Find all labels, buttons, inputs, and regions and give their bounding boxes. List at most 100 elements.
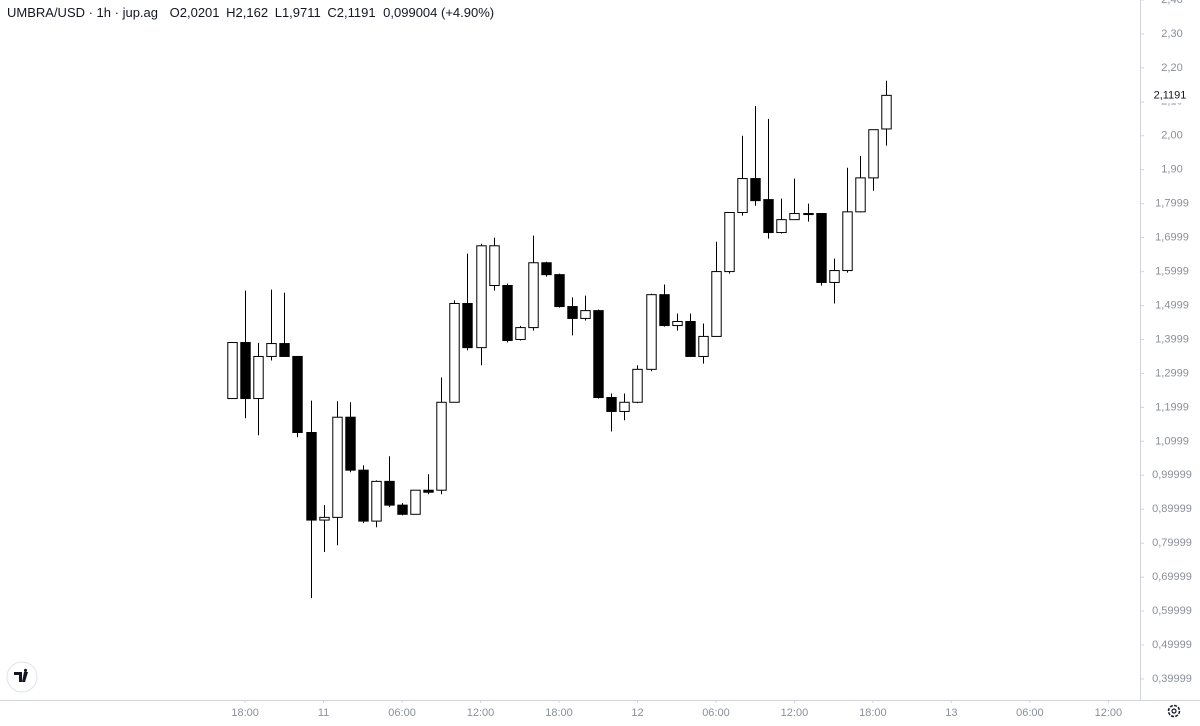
candle-body bbox=[855, 177, 866, 213]
close-key: C bbox=[327, 5, 336, 20]
candle-body bbox=[829, 270, 840, 283]
candle-body bbox=[632, 368, 643, 403]
candle-body bbox=[789, 213, 800, 221]
candle-body bbox=[384, 480, 395, 506]
x-tick-label: 06:00 bbox=[388, 707, 416, 719]
candle-body bbox=[476, 245, 487, 349]
candle-body bbox=[253, 355, 264, 400]
candle-body bbox=[306, 431, 317, 521]
candle-body bbox=[332, 416, 343, 518]
settings-hub[interactable] bbox=[1171, 708, 1177, 714]
candle-body bbox=[646, 294, 657, 370]
x-tick-label: 12 bbox=[631, 707, 643, 719]
candle-body bbox=[240, 342, 251, 400]
candle-body bbox=[816, 213, 827, 283]
y-tick-label: 2,20 bbox=[1161, 62, 1182, 74]
candle-body bbox=[711, 271, 722, 337]
y-tick-label: 0,79999 bbox=[1152, 537, 1192, 549]
candle-body bbox=[659, 294, 670, 327]
y-tick-label: 1,7999 bbox=[1155, 198, 1189, 210]
candle-body bbox=[698, 335, 709, 357]
y-tick-label: 0,39999 bbox=[1152, 673, 1192, 685]
candle-body bbox=[541, 262, 552, 276]
x-tick-label: 13 bbox=[945, 707, 957, 719]
y-tick-label: 2,00 bbox=[1161, 130, 1182, 142]
candle-body bbox=[580, 310, 591, 319]
candle-body bbox=[763, 199, 774, 234]
y-tick-label: 0,99999 bbox=[1152, 469, 1192, 481]
y-tick-label: 1,0999 bbox=[1155, 435, 1189, 447]
candle-body bbox=[227, 342, 238, 400]
candle-body bbox=[371, 480, 382, 522]
candle-body bbox=[502, 284, 513, 341]
y-tick-label: 1,2999 bbox=[1155, 367, 1189, 379]
y-tick-label: 1,1999 bbox=[1155, 401, 1189, 413]
candle-body bbox=[881, 94, 892, 130]
candle-body bbox=[410, 489, 421, 515]
candle-body bbox=[567, 306, 578, 319]
y-tick-label: 1,90 bbox=[1161, 164, 1182, 176]
y-tick-label: 0,59999 bbox=[1152, 605, 1192, 617]
candle-body bbox=[554, 274, 565, 308]
candle-body bbox=[528, 262, 539, 329]
high-value: 2,162 bbox=[236, 5, 269, 20]
x-tick-label: 18:00 bbox=[859, 707, 887, 719]
candle-body bbox=[449, 302, 460, 403]
open-key: O bbox=[170, 5, 180, 20]
candle-body bbox=[619, 401, 630, 412]
x-tick-label: 11 bbox=[318, 707, 329, 719]
high-key: H bbox=[226, 5, 235, 20]
x-tick-label: 06:00 bbox=[1016, 707, 1044, 719]
candle-body bbox=[750, 178, 761, 202]
candle-body bbox=[319, 516, 330, 521]
open-value: 2,0201 bbox=[180, 5, 220, 20]
x-tick-label: 12:00 bbox=[781, 707, 809, 719]
logo-mark[interactable] bbox=[14, 668, 28, 682]
candle-body bbox=[672, 320, 683, 327]
last-price-label: 2,1191 bbox=[1154, 89, 1187, 101]
close-value: 2,1191 bbox=[337, 5, 376, 20]
y-tick-label: 0,49999 bbox=[1152, 639, 1192, 651]
x-tick-label: 18:00 bbox=[231, 707, 259, 719]
candle-body bbox=[266, 343, 277, 357]
x-tick-label: 12:00 bbox=[467, 707, 495, 719]
candle-body bbox=[345, 416, 356, 471]
candle-body bbox=[292, 355, 303, 433]
settings-button[interactable] bbox=[1167, 704, 1181, 718]
settings-gear[interactable] bbox=[1167, 704, 1181, 718]
y-tick-label: 1,6999 bbox=[1155, 232, 1189, 244]
y-tick-label: 0,69999 bbox=[1152, 571, 1192, 583]
y-tick-label: 2,30 bbox=[1161, 28, 1182, 40]
low-key: L bbox=[275, 5, 282, 20]
low-value: 1,9711 bbox=[282, 5, 321, 20]
candle-body bbox=[279, 343, 290, 357]
candle-body bbox=[803, 213, 814, 216]
candle-body bbox=[515, 327, 526, 340]
last-price-box bbox=[1146, 87, 1192, 104]
candle-body bbox=[685, 320, 696, 357]
tv-logo[interactable] bbox=[6, 661, 38, 693]
y-tick-label: 1,5999 bbox=[1155, 266, 1189, 278]
y-tick-label: 1,4999 bbox=[1155, 299, 1189, 311]
y-tick-label: 0,89999 bbox=[1152, 503, 1192, 515]
candle-body bbox=[462, 302, 473, 349]
candle-body bbox=[724, 212, 735, 273]
candle-body bbox=[436, 401, 447, 491]
y-tick-label: 1,3999 bbox=[1155, 333, 1189, 345]
x-tick-label: 18:00 bbox=[545, 707, 573, 719]
candle-body bbox=[358, 469, 369, 522]
candle-body bbox=[842, 211, 853, 272]
chart-title: UMBRA/USD · 1h · jup.ag bbox=[7, 5, 158, 20]
header: UMBRA/USD · 1h · jup.ag O2,0201 H2,162 L… bbox=[7, 5, 494, 20]
candle-body bbox=[606, 397, 617, 412]
candle-body bbox=[397, 504, 408, 515]
candle-body bbox=[737, 178, 748, 214]
candle-body bbox=[423, 489, 434, 493]
candle-body bbox=[868, 129, 879, 179]
change-value: 0,099004 (+4.90%) bbox=[383, 5, 494, 20]
x-tick-label: 06:00 bbox=[702, 707, 730, 719]
x-tick-label: 12:00 bbox=[1095, 707, 1123, 719]
candle-body bbox=[489, 245, 500, 286]
